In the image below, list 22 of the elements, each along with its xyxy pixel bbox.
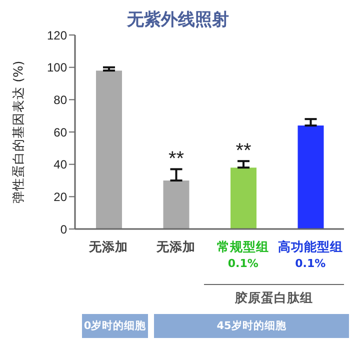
y-tick-label: 20	[54, 190, 68, 204]
annotation: **	[236, 140, 252, 162]
y-tick-label: 60	[54, 125, 68, 140]
y-tick-label: 0	[60, 222, 68, 236]
bar	[230, 168, 256, 229]
x-tick-label: 常规型组 0.1%	[217, 239, 270, 270]
x-tick-label: 无添加	[88, 239, 128, 254]
bar	[298, 126, 324, 229]
x-tick-label: 高功能型组 0.1%	[278, 239, 343, 270]
bar	[96, 70, 122, 229]
y-tick-label: 100	[46, 60, 68, 75]
chart-title: 无紫外线照射	[126, 9, 230, 31]
annotation: **	[168, 148, 184, 170]
y-axis-title: 弹性蛋白的基因表达 (%)	[10, 60, 26, 204]
x-tick-label: 无添加	[155, 239, 196, 254]
y-tick-label: 40	[54, 158, 68, 172]
text: 胶原蛋白肽组	[234, 290, 314, 307]
y-tick-label: 80	[54, 92, 68, 107]
text: 0岁时的细胞	[82, 314, 148, 338]
y-tick-label: 120	[46, 28, 68, 42]
text: 45岁时的细胞	[154, 314, 349, 338]
bar	[163, 180, 190, 229]
